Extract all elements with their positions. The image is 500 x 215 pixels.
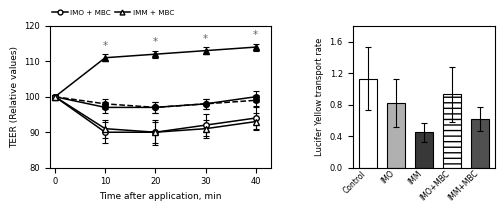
Text: *: * xyxy=(203,34,208,44)
Text: *: * xyxy=(102,41,108,51)
Bar xyxy=(359,79,377,168)
Y-axis label: Lucifer Yellow transport rate: Lucifer Yellow transport rate xyxy=(315,38,324,156)
Text: *: * xyxy=(153,37,158,47)
Bar xyxy=(414,132,433,168)
Bar xyxy=(387,103,405,168)
Legend: IMO + MBC, IMM + MBC: IMO + MBC, IMM + MBC xyxy=(49,7,177,18)
X-axis label: Time after application, min: Time after application, min xyxy=(99,192,222,201)
Y-axis label: TEER (Relative values): TEER (Relative values) xyxy=(10,46,19,148)
Bar xyxy=(442,94,461,168)
Text: *: * xyxy=(253,30,258,40)
Bar xyxy=(470,119,488,168)
